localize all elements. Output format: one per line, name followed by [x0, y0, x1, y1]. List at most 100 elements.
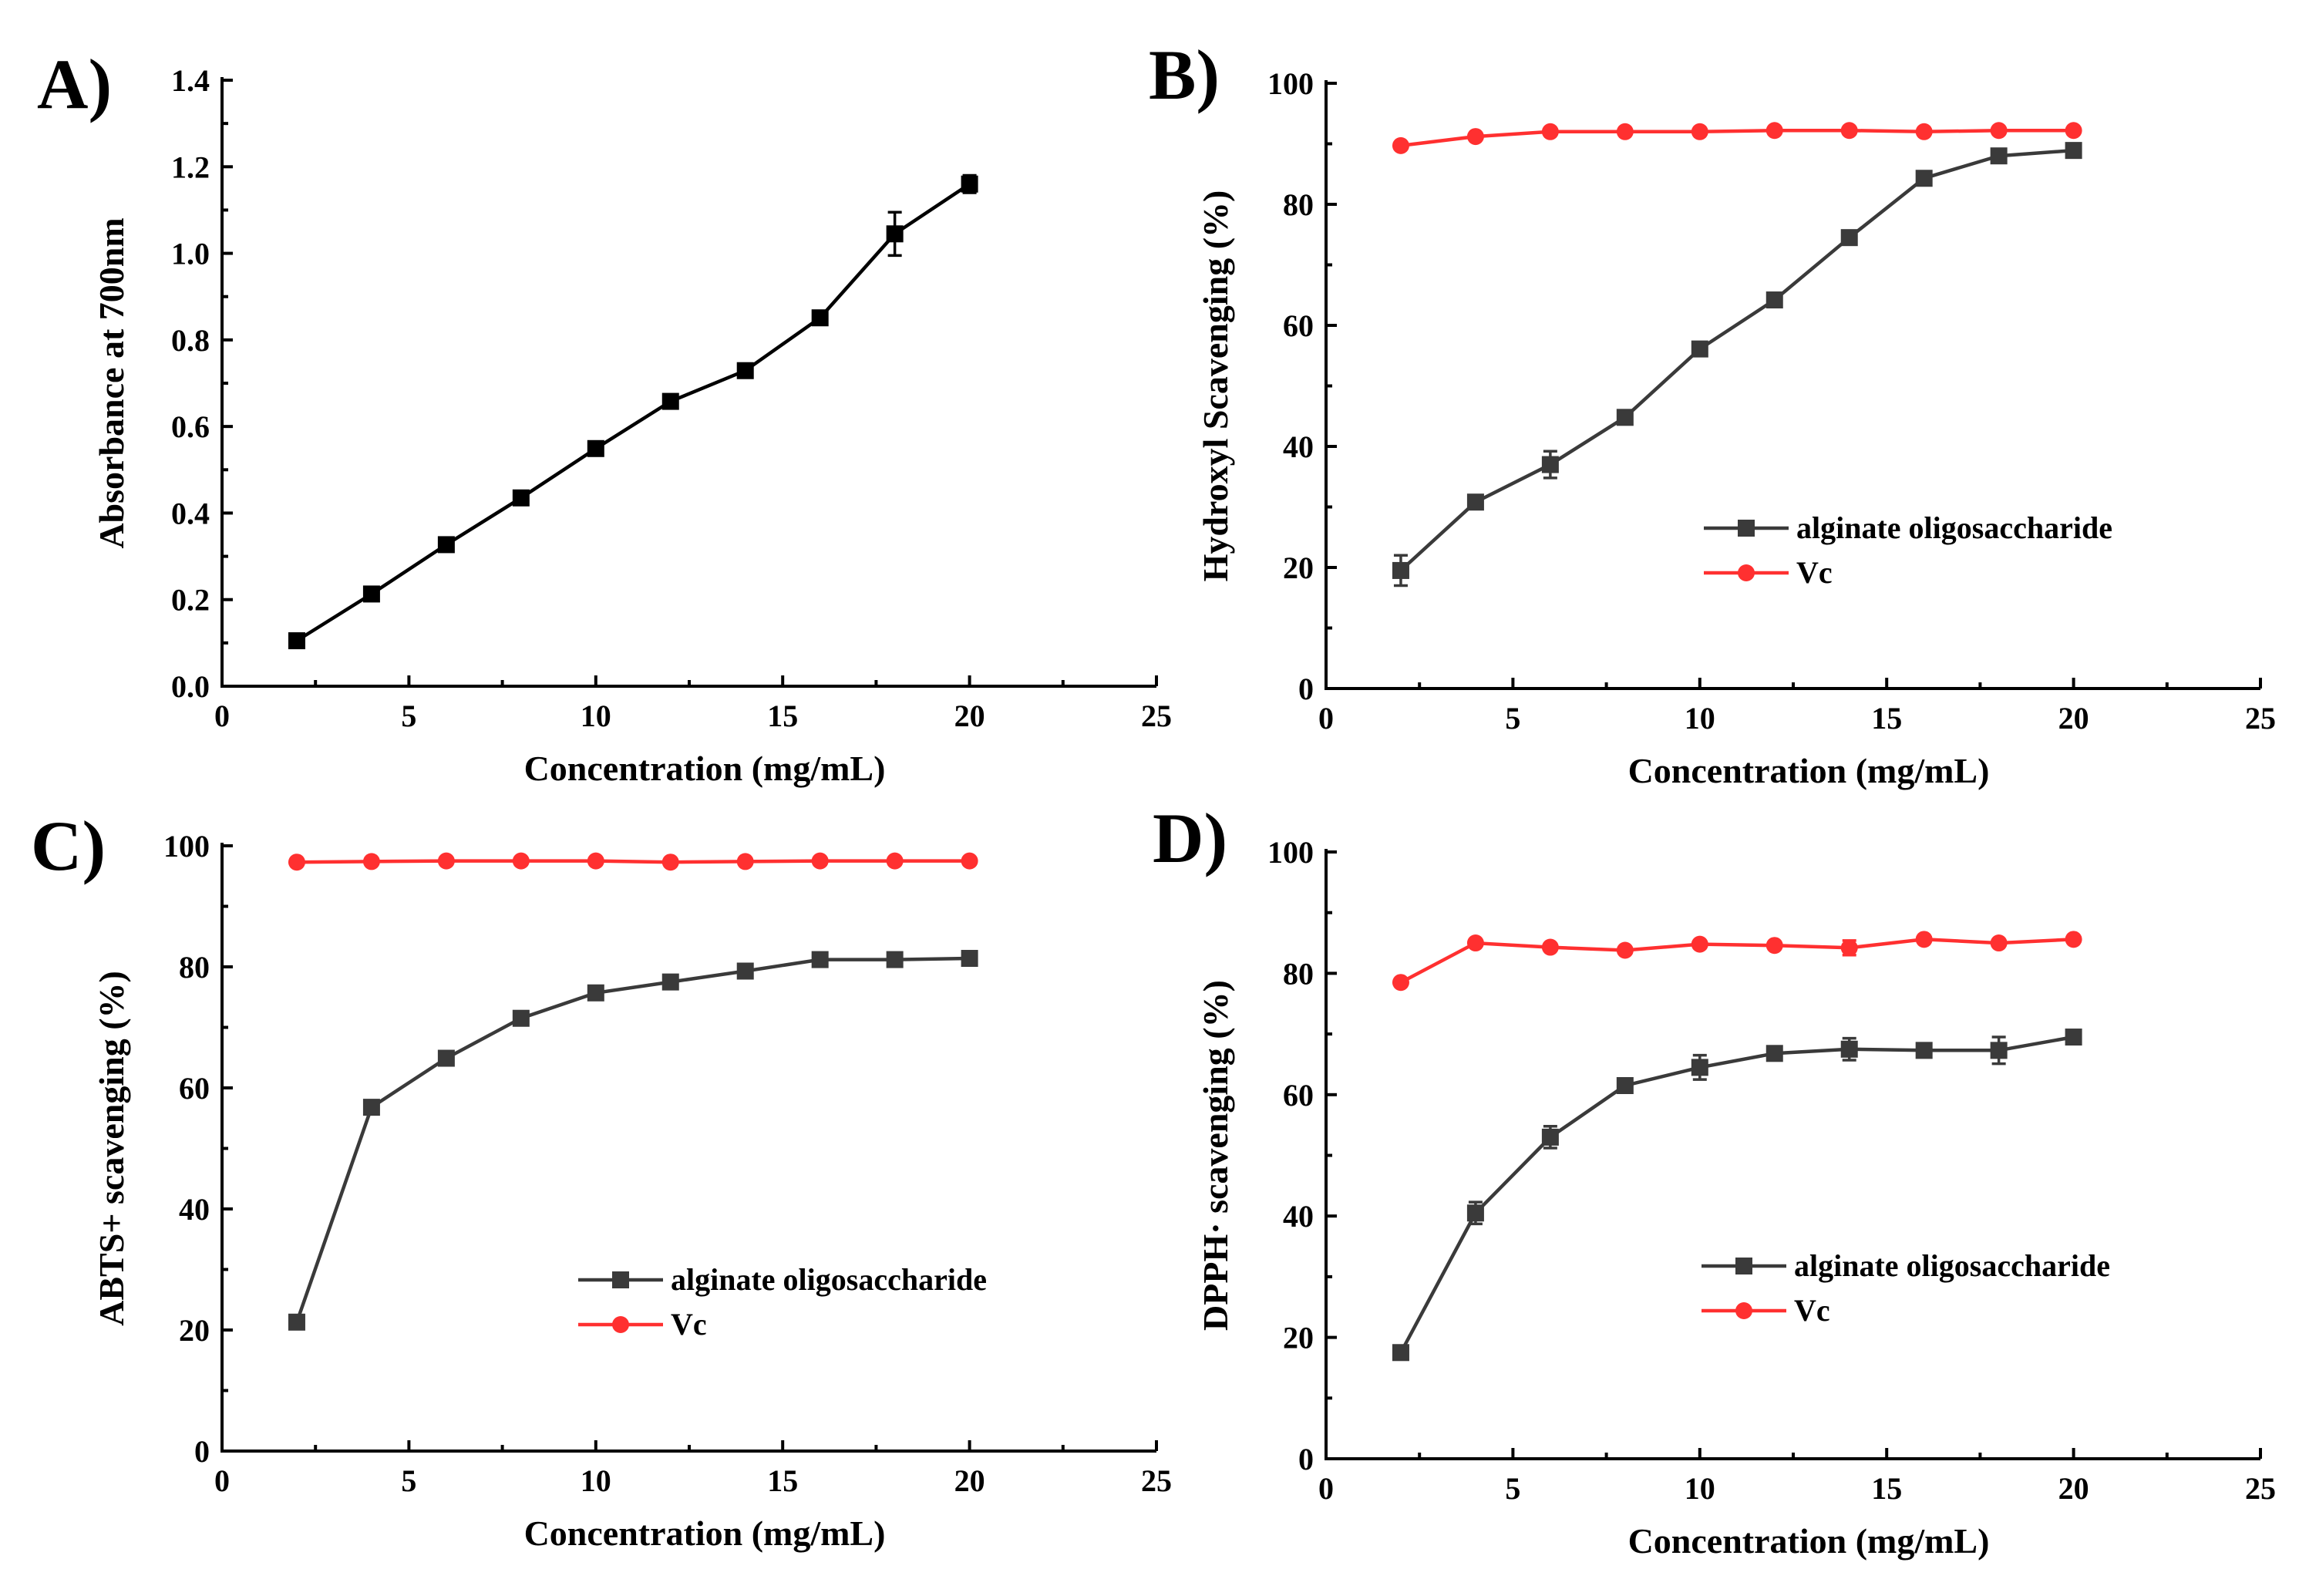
x-tick-label: 10	[1685, 1471, 1715, 1506]
series-line	[1400, 128, 2074, 148]
data-point	[1616, 1076, 1634, 1094]
x-tick-label: 0	[214, 1463, 230, 1498]
data-point	[1915, 123, 1933, 140]
x-axis-title: Concentration (mg/mL)	[524, 749, 886, 788]
series-vc	[1392, 931, 2082, 992]
x-tick-label: 0	[214, 699, 230, 733]
legend-marker	[1735, 1302, 1752, 1319]
data-point	[1915, 1042, 1933, 1059]
panel-label: C)	[31, 806, 106, 885]
data-point	[512, 489, 530, 507]
y-tick-label: 0.4	[171, 496, 210, 530]
x-tick-label: 20	[954, 699, 985, 733]
x-tick-label: 15	[767, 699, 798, 733]
data-point	[961, 950, 978, 968]
x-tick-label: 5	[1505, 1471, 1520, 1506]
axes	[220, 77, 1156, 688]
y-axis-title: ABTS+ scavenging (%)	[92, 971, 131, 1326]
data-point	[362, 1099, 380, 1116]
data-point	[1840, 1040, 1858, 1058]
y-tick-label: 60	[179, 1071, 210, 1106]
series-alginate	[288, 173, 978, 650]
y-tick-label: 80	[1283, 187, 1314, 222]
x-tick-label: 20	[954, 1463, 985, 1498]
data-point	[437, 1049, 455, 1067]
data-point	[736, 962, 754, 980]
x-tick-label: 5	[401, 1463, 416, 1498]
data-point	[288, 1313, 305, 1331]
legend-marker	[612, 1316, 629, 1333]
series-vc	[288, 852, 978, 871]
data-point	[1392, 561, 1409, 579]
y-tick-label: 100	[1267, 835, 1314, 870]
y-axis-title: Hydroxyl Scavenging (%)	[1196, 190, 1235, 582]
y-axis-title: DPPH· scavenging (%)	[1196, 980, 1235, 1331]
data-point	[811, 852, 829, 870]
panel-b: B) 0 5 10 15 20 25 0 20 40 60 80 100 Concentration (m…	[1149, 35, 2276, 790]
y-tick-label: 1.0	[171, 237, 210, 271]
axes	[1325, 80, 2260, 690]
data-point	[1616, 941, 1634, 959]
data-point	[1840, 939, 1858, 957]
y-tick-label: 20	[1283, 551, 1314, 585]
x-tick-label: 0	[1318, 1471, 1334, 1506]
legend-label: Vc	[671, 1307, 707, 1342]
data-point	[587, 984, 604, 1002]
y-tick-label: 0	[194, 1434, 210, 1469]
legend-label: alginate oligosaccharide	[1796, 510, 2112, 545]
data-point	[2065, 931, 2082, 948]
x-tick-label: 25	[1141, 1463, 1172, 1498]
y-axis-title: Absorbance at 700nm	[92, 217, 131, 548]
y-tick-label: 1.4	[171, 63, 210, 98]
data-point	[1691, 1059, 1708, 1076]
data-point	[1616, 409, 1634, 426]
x-tick-label: 10	[581, 699, 611, 733]
y-tick-label: 0.2	[171, 583, 210, 618]
y-tick-label: 0.6	[171, 409, 210, 444]
data-point	[1541, 1128, 1559, 1146]
data-point	[736, 362, 754, 379]
panel-label: A)	[37, 45, 112, 123]
legend-marker	[1735, 1258, 1752, 1274]
x-tick-label: 25	[2245, 1471, 2276, 1506]
x-axis-title: Concentration (mg/mL)	[1628, 1521, 1990, 1561]
data-point	[661, 392, 679, 410]
x-tick-label: 20	[2058, 701, 2089, 736]
y-tick-label: 20	[179, 1313, 210, 1348]
data-point	[1765, 1045, 1783, 1062]
data-point	[587, 852, 604, 870]
data-point	[661, 854, 679, 871]
x-tick-label: 15	[767, 1463, 798, 1498]
x-axis-title: Concentration (mg/mL)	[1628, 751, 1990, 790]
data-point	[1691, 340, 1708, 358]
data-point	[1392, 974, 1409, 992]
data-point	[2065, 122, 2082, 140]
data-point	[362, 853, 380, 870]
data-point	[1616, 123, 1634, 140]
data-point	[661, 973, 679, 991]
data-point	[1840, 122, 1858, 140]
data-point	[961, 175, 978, 193]
data-point	[2065, 1029, 2082, 1046]
x-tick-label: 15	[1871, 701, 1902, 736]
y-tick-label: 20	[1283, 1321, 1314, 1355]
data-point	[437, 536, 455, 554]
x-tick-label: 0	[1318, 701, 1334, 736]
panel-d: D) 0 5 10 15 20 25 0 20 40 60 80 100 Concentration (m…	[1153, 799, 2276, 1561]
y-tick-label: 100	[1267, 66, 1314, 101]
data-point	[1392, 1344, 1409, 1362]
y-tick-label: 40	[179, 1192, 210, 1227]
data-point	[288, 854, 305, 871]
legend-label: alginate oligosaccharide	[671, 1262, 987, 1297]
x-tick-label: 10	[1685, 701, 1715, 736]
x-tick-label: 25	[1141, 699, 1172, 733]
data-point	[1541, 123, 1559, 140]
y-tick-label: 1.2	[171, 150, 210, 184]
y-tick-label: 0.0	[171, 669, 210, 704]
series-line	[295, 182, 971, 642]
data-point	[1990, 147, 2008, 165]
x-tick-label: 5	[1505, 701, 1520, 736]
series-line	[295, 956, 970, 1323]
x-tick-label: 20	[2058, 1471, 2089, 1506]
series-alginate	[1392, 1029, 2082, 1362]
